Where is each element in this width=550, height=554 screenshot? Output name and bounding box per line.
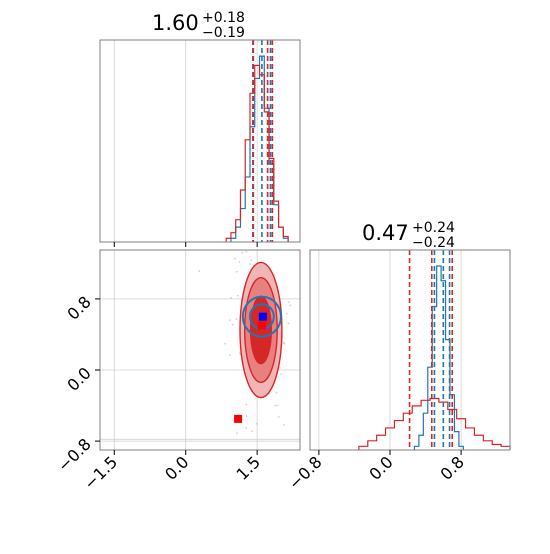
bl-sample-point xyxy=(283,423,285,426)
bl-sample-point xyxy=(236,432,238,435)
bl-sample-point xyxy=(289,304,292,307)
bl-sample-point xyxy=(250,259,253,262)
bl-ytick-label: 0.8 xyxy=(63,292,94,323)
bl-sample-point xyxy=(230,296,232,299)
br-xtick-label: 0.0 xyxy=(365,452,396,483)
bl-sample-point xyxy=(235,270,238,273)
bl-xtick-label: 1.5 xyxy=(233,452,264,483)
bl-marker-square-2 xyxy=(258,312,267,321)
bl-sample-point xyxy=(287,322,290,325)
bl-sample-point xyxy=(249,263,251,266)
bl-marker-square-0 xyxy=(234,414,243,423)
contour-bottom-left: −1.5 0.0 1.5 −0.8 0.0 0.8 xyxy=(54,249,301,493)
bl-sample-point xyxy=(235,318,238,321)
bl-sample-point xyxy=(277,415,280,418)
bl-sample-point xyxy=(236,294,239,297)
bl-blue-contour-outer xyxy=(241,295,282,338)
bl-marker-square-1 xyxy=(257,321,266,330)
bl-sample-point xyxy=(241,251,244,254)
bl-sample-point xyxy=(283,342,286,345)
tl-frame xyxy=(99,39,301,243)
bl-sample-point xyxy=(275,391,278,394)
bl-sample-point xyxy=(234,257,236,260)
histogram-bottom-right: −0.8 0.0 0.8 xyxy=(285,249,511,493)
bl-sample-point xyxy=(278,366,281,369)
bl-sample-point xyxy=(198,270,201,272)
bl-sample-point xyxy=(229,354,232,356)
title-top-left: 1.60 +0.18 −0.19 xyxy=(152,10,245,41)
bl-frame xyxy=(99,249,301,451)
br-frame xyxy=(309,249,511,451)
bl-sample-point xyxy=(245,250,248,253)
bl-sample-point xyxy=(229,319,231,322)
bl-ytick-label: −0.8 xyxy=(54,435,95,476)
title-top-left-plus: +0.18 xyxy=(202,10,245,26)
bl-xtick-label: 0.0 xyxy=(161,452,192,483)
title-bottom-right-value: 0.47 xyxy=(362,221,409,245)
title-bottom-right-minus: −0.24 xyxy=(412,235,455,251)
bl-sample-point xyxy=(274,404,277,407)
bl-sample-point xyxy=(251,430,253,433)
br-series-0-step-histogram xyxy=(413,265,464,450)
tl-series-1-step-histogram xyxy=(225,64,289,242)
bl-xtick-label: −1.5 xyxy=(80,452,121,493)
bl-sample-point xyxy=(245,403,248,406)
bl-sample-point xyxy=(245,426,248,429)
bl-sample-point xyxy=(276,404,279,407)
br-xtick-label: 0.8 xyxy=(437,452,468,483)
bl-sample-point xyxy=(255,422,258,425)
bl-sample-point xyxy=(238,260,241,263)
br-xtick-label: −0.8 xyxy=(285,452,326,493)
title-bottom-right-plus: +0.24 xyxy=(412,220,455,236)
title-top-left-value: 1.60 xyxy=(152,11,199,35)
bl-sample-point xyxy=(287,301,290,304)
bl-sample-point xyxy=(286,312,288,315)
title-bottom-right: 0.47 +0.24 −0.24 xyxy=(362,220,455,251)
histogram-top-left xyxy=(99,39,301,247)
bl-sample-point xyxy=(224,342,226,345)
bl-ytick-label: 0.0 xyxy=(63,363,94,394)
bl-sample-point xyxy=(231,323,234,326)
title-top-left-minus: −0.19 xyxy=(202,25,245,41)
tl-series-0-step-histogram xyxy=(230,55,289,242)
br-series-1-step-histogram xyxy=(358,397,511,450)
bl-sample-point xyxy=(280,373,283,376)
bl-sample-point xyxy=(245,415,248,418)
